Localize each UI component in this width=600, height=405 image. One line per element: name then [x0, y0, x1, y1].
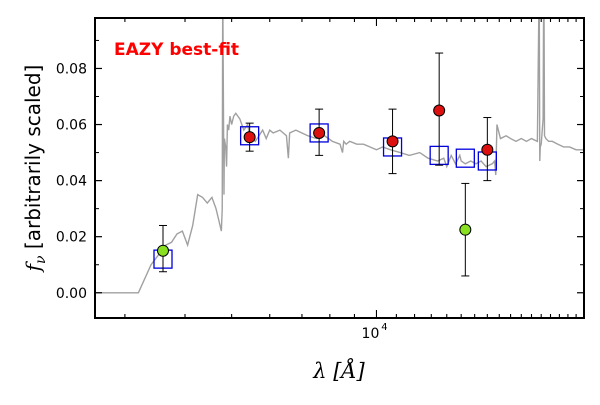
outlier-point — [459, 223, 472, 236]
x-axis-label: λ [Å] — [312, 358, 365, 383]
photometry-point — [386, 135, 399, 148]
y-axis-label: fν [arbitrarily scaled] — [21, 65, 49, 274]
photometry-point — [433, 104, 446, 117]
photometry-point — [243, 131, 256, 144]
y-tick-label: 0.00 — [56, 286, 87, 302]
y-tick-label: 0.04 — [56, 174, 87, 190]
y-tick-label: 0.06 — [56, 118, 87, 134]
x-tick-label: 10 — [362, 326, 380, 342]
y-tick-label: 0.02 — [56, 230, 87, 246]
plot-frame — [94, 17, 585, 319]
photometry-point — [481, 143, 494, 156]
photometry-point — [313, 126, 326, 139]
outlier-point — [156, 244, 169, 257]
x-tick-label-exponent: 4 — [381, 322, 387, 333]
y-tick-label: 0.08 — [56, 61, 87, 77]
model-flux-box — [455, 148, 475, 168]
data-layer — [95, 18, 584, 294]
annotation-eazy-best-fit: EAZY best-fit — [114, 40, 239, 60]
ticks-layer: 0.00 0.02 0.04 0.06 0.08 10 4 — [56, 18, 585, 342]
sed-template-line — [95, 18, 584, 294]
